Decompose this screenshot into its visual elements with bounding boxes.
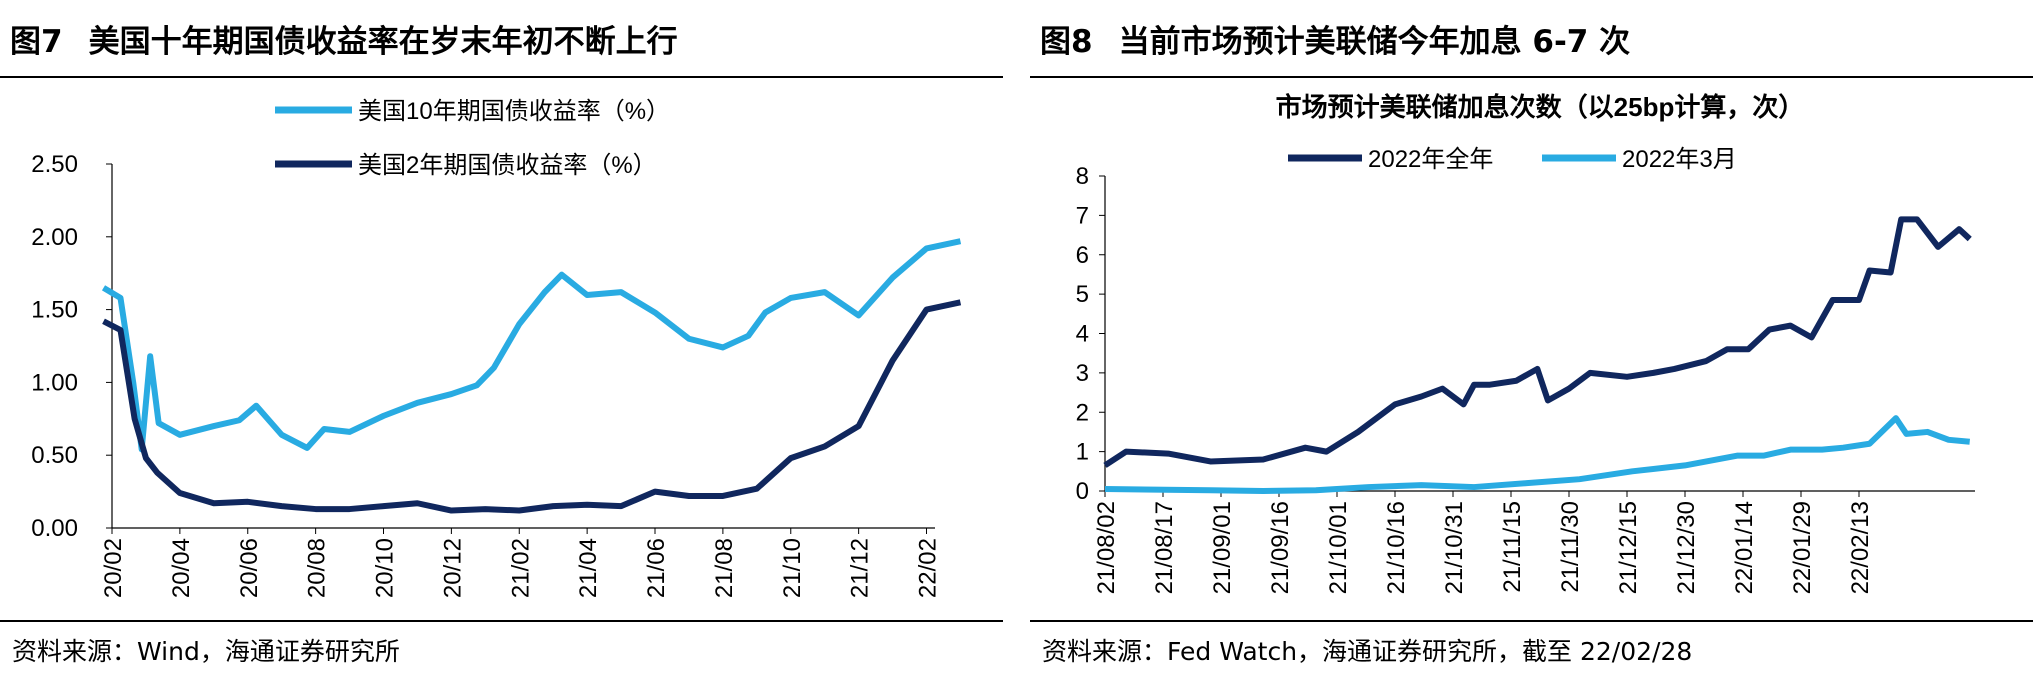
y-tick-label: 2	[1076, 399, 1089, 426]
series-line-2y	[102, 299, 962, 514]
y-tick-label: 8	[1076, 163, 1089, 190]
x-tick-label: 21/10/01	[1325, 501, 1352, 594]
x-tick-label: 21/10	[779, 538, 806, 598]
x-tick-label: 20/04	[168, 538, 195, 598]
figure-8-panel: 图8 当前市场预计美联储今年加息 6-7 次 市场预计美联储加息次数（以25bp…	[1030, 0, 2033, 678]
x-tick-label: 22/01/14	[1731, 501, 1758, 594]
x-tick-label: 21/06	[643, 538, 670, 598]
rate-hike-line-chart: 市场预计美联储加息次数（以25bp计算，次） 2022年全年 2022年3月 0 1 2 3…	[1076, 92, 1975, 594]
series-line-full-year	[1103, 216, 1972, 468]
figure-8-title-row: 图8 当前市场预计美联储今年加息 6-7 次	[1030, 0, 2033, 76]
y-tick-label: 1.50	[31, 297, 78, 324]
y-tick-label: 7	[1076, 202, 1089, 229]
y-tick-label: 0.50	[31, 442, 78, 469]
y-tick-label: 1	[1076, 439, 1089, 466]
x-tick-label: 20/08	[304, 538, 331, 598]
y-tick-label: 0	[1076, 478, 1089, 505]
x-tick-label: 20/06	[236, 538, 263, 598]
x-tick-label: 21/12/30	[1673, 501, 1700, 594]
x-tick-label: 21/09/01	[1209, 501, 1236, 594]
footer-divider	[0, 620, 1003, 622]
x-tick-label: 22/02	[915, 538, 942, 598]
figure-title: 当前市场预计美联储今年加息 6-7 次	[1118, 23, 1631, 60]
x-tick-label: 21/04	[575, 538, 602, 598]
figure-7-panel: 图7 美国十年期国债收益率在岁末年初不断上行 0.00 0.50 1.00 1.50 2…	[0, 0, 1003, 678]
x-tick-label: 20/12	[439, 538, 466, 598]
series-line-10y	[101, 238, 962, 453]
x-tick-label: 22/01/29	[1789, 501, 1816, 594]
source-note: 资料来源：Fed Watch，海通证券研究所，截至 22/02/28	[1042, 637, 1693, 666]
x-tick-label: 21/10/31	[1441, 501, 1468, 594]
title-divider	[1030, 76, 2033, 78]
x-tick-label: 20/02	[100, 538, 127, 598]
source-note: 资料来源：Wind，海通证券研究所	[12, 637, 400, 666]
x-tick-label: 21/12/15	[1615, 501, 1642, 594]
x-tick-label: 21/02	[507, 538, 534, 598]
figure-title: 美国十年期国债收益率在岁末年初不断上行	[88, 23, 678, 60]
y-tick-label: 2.50	[31, 151, 78, 178]
x-tick-label: 21/08/02	[1093, 501, 1120, 594]
x-tick-label: 20/10	[372, 538, 399, 598]
x-tick-label: 22/02/13	[1847, 501, 1874, 594]
legend-label: 美国10年期国债收益率（%）	[358, 98, 670, 125]
y-tick-label: 3	[1076, 360, 1089, 387]
y-tick-label: 5	[1076, 281, 1089, 308]
figure-number: 图8	[1040, 23, 1093, 60]
yield-line-chart: 0.00 0.50 1.00 1.50 2.00 2.50 20/02 20/04 20/06 2…	[31, 98, 962, 598]
x-tick-label: 21/12	[847, 538, 874, 598]
legend-label: 2022年全年	[1368, 146, 1493, 173]
title-divider	[0, 76, 1003, 78]
legend-label: 美国2年期国债收益率（%）	[358, 152, 657, 179]
y-tick-label: 6	[1076, 242, 1089, 269]
y-tick-label: 2.00	[31, 224, 78, 251]
x-tick-label: 21/09/16	[1267, 501, 1294, 594]
footer-divider	[1030, 620, 2033, 622]
figure-7-title-row: 图7 美国十年期国债收益率在岁末年初不断上行	[0, 0, 1003, 76]
x-tick-label: 21/08	[711, 538, 738, 598]
x-tick-label: 21/08/17	[1151, 501, 1178, 594]
y-tick-label: 4	[1076, 321, 1089, 348]
y-tick-label: 0.00	[31, 515, 78, 542]
figure-number: 图7	[10, 23, 63, 60]
x-tick-label: 21/11/30	[1557, 501, 1584, 593]
x-tick-label: 21/11/15	[1499, 501, 1526, 593]
chart-title: 市场预计美联储加息次数（以25bp计算，次）	[1276, 92, 1805, 122]
series-line-march	[1104, 415, 1971, 494]
y-tick-label: 1.00	[31, 369, 78, 396]
legend-label: 2022年3月	[1622, 146, 1737, 173]
x-tick-label: 21/10/16	[1383, 501, 1410, 594]
